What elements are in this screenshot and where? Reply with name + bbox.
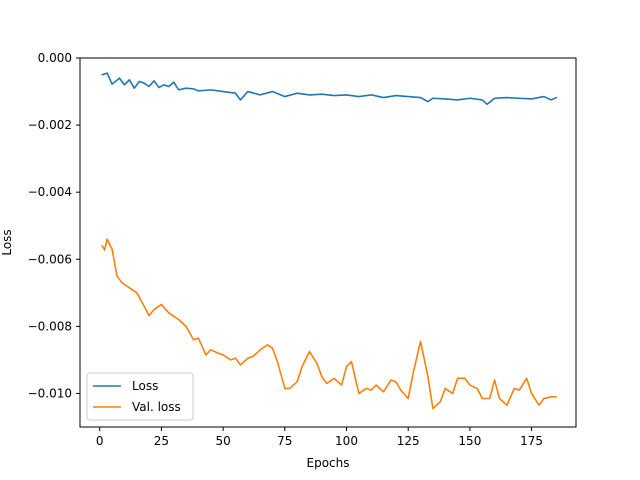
x-axis-label: Epochs <box>307 456 350 470</box>
legend-box <box>86 372 194 421</box>
y-axis-ticks: 0.000 −0.002 −0.004 −0.006 −0.008 −0.010 <box>28 51 80 400</box>
x-tick-label: 25 <box>154 434 169 448</box>
legend-label-loss: Loss <box>132 379 158 393</box>
series-line-loss <box>101 72 558 106</box>
x-tick-label: 175 <box>520 434 543 448</box>
y-tick-label: 0.000 <box>38 51 72 65</box>
plot-frame <box>79 57 577 428</box>
y-tick-label: −0.010 <box>28 386 72 400</box>
y-axis-label: Loss <box>0 229 14 255</box>
legend: Loss Val. loss <box>86 372 194 421</box>
y-tick-label: −0.006 <box>28 252 72 266</box>
y-tick-label: −0.008 <box>28 319 72 333</box>
plot-area <box>80 58 576 427</box>
series-layer <box>101 72 558 410</box>
x-tick-label: 150 <box>458 434 481 448</box>
x-tick-label: 50 <box>215 434 230 448</box>
x-axis-ticks: 0 25 50 75 100 125 150 175 <box>96 427 543 448</box>
x-tick-label: 75 <box>277 434 292 448</box>
legend-label-val-loss: Val. loss <box>132 400 181 414</box>
y-tick-label: −0.004 <box>28 185 72 199</box>
x-tick-label: 125 <box>397 434 420 448</box>
x-tick-label: 100 <box>335 434 358 448</box>
y-tick-label: −0.002 <box>28 118 72 132</box>
x-tick-label: 0 <box>96 434 104 448</box>
series-line-val-loss <box>101 238 558 410</box>
